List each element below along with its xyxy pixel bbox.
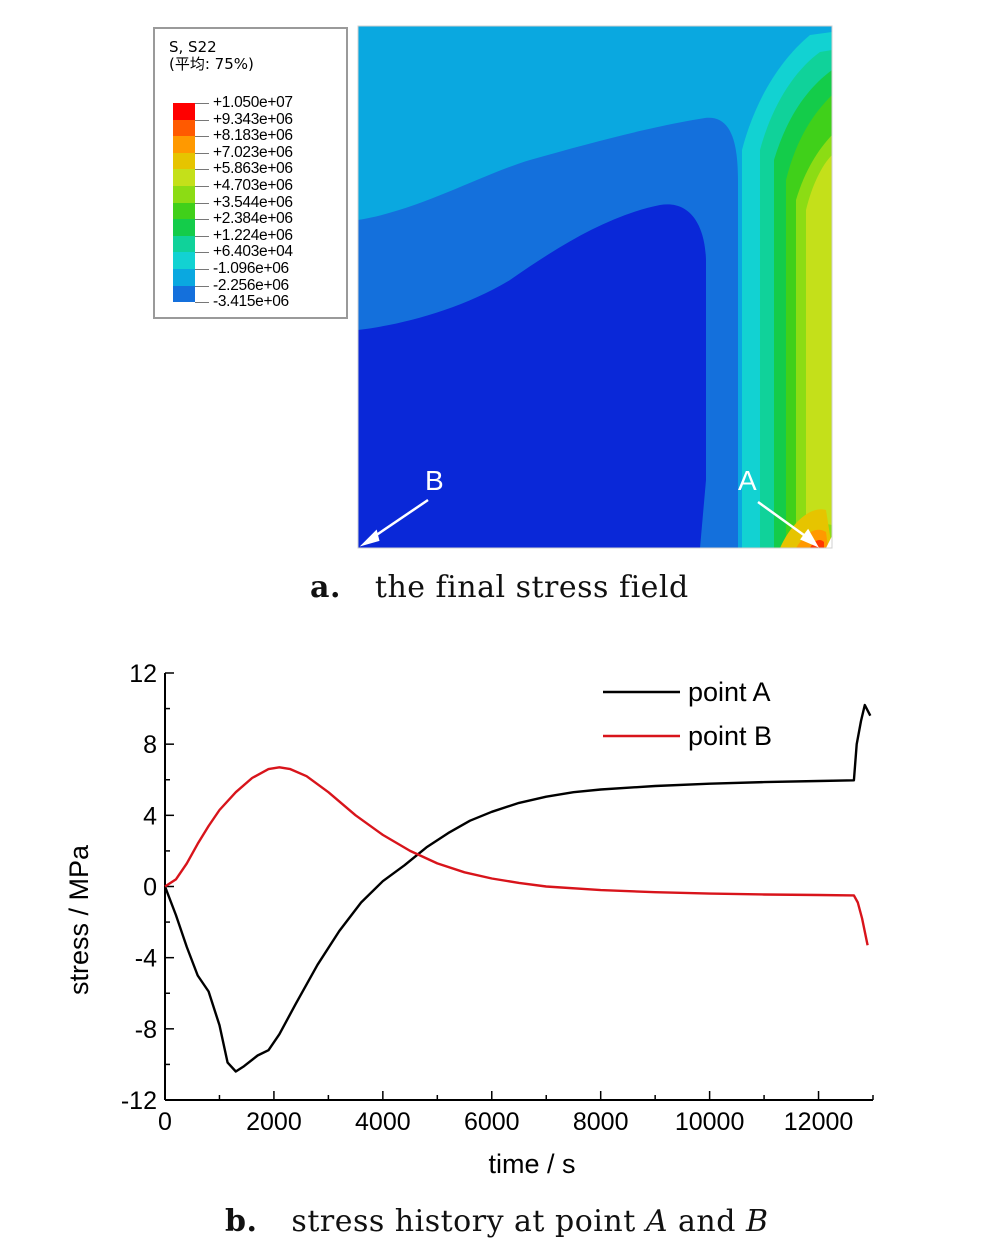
y-tick-label: 12 <box>129 660 157 688</box>
legend-label: +7.023e+06 <box>213 143 293 161</box>
legend-swatch <box>173 235 195 253</box>
chart-legend: point A point B <box>603 677 772 751</box>
chart-series <box>163 703 872 1073</box>
y-axis-label: stress / MPa <box>64 844 94 995</box>
stress-field-contour-plot: B A <box>357 25 836 549</box>
caption-a: a. the final stress field <box>310 570 689 605</box>
legend-tick <box>195 235 209 237</box>
caption-b-and: and <box>667 1204 746 1239</box>
legend-swatch <box>173 219 195 236</box>
caption-b-letter: b. <box>225 1204 258 1239</box>
legend-label: +9.343e+06 <box>213 110 293 128</box>
corner-notch <box>826 536 836 548</box>
point-a-arrow <box>757 500 819 548</box>
caption-b: b. stress history at point A and B <box>225 1204 769 1239</box>
legend-swatch <box>173 119 195 137</box>
stress-field-panel: B A S, S22 (平均: 75%) +1.050e+07 +9.343e+0… <box>0 0 992 620</box>
caption-a-letter: a. <box>310 570 341 605</box>
x-tick-label: 6000 <box>464 1108 520 1136</box>
contour-band-5.863e6 <box>806 155 832 525</box>
legend-tick <box>195 103 209 104</box>
y-tick-label: -4 <box>135 945 157 973</box>
stress-history-panel: 12 8 4 0 -4 -8 -12 0 2000 4000 6000 8000 10000 12000 … <box>0 630 992 1260</box>
y-tick-label: 8 <box>143 731 157 759</box>
model-outline <box>357 25 833 549</box>
legend-swatch <box>173 186 195 203</box>
legend-title: S, S22 <box>169 38 217 56</box>
point-b-arrow <box>359 498 429 547</box>
series-line-point-b <box>164 766 869 946</box>
legend-tick <box>195 136 209 138</box>
legend-swatch <box>173 202 195 220</box>
x-tick-label: 4000 <box>355 1108 411 1136</box>
legend-label: +2.384e+06 <box>213 210 293 228</box>
point-b-label: B <box>425 465 444 496</box>
x-axis-label: time / s <box>488 1149 575 1179</box>
caption-b-point-b: B <box>745 1204 769 1239</box>
legend-tick <box>195 219 209 221</box>
contour-legend: S, S22 (平均: 75%) +1.050e+07 +9.343e+06 +8.… <box>153 27 348 319</box>
x-tick-label: 2000 <box>246 1108 302 1136</box>
legend-tick <box>195 302 209 304</box>
legend-tick <box>195 152 209 154</box>
y-tick-label: 4 <box>143 802 157 830</box>
series-line-point-a <box>163 703 872 1073</box>
legend-label-point-b: point B <box>688 721 772 751</box>
stress-concentration-a-peak <box>810 540 824 548</box>
y-tick-label: -8 <box>135 1016 157 1044</box>
legend-label-point-a: point A <box>688 677 771 707</box>
legend-label: -2.256e+06 <box>213 276 289 294</box>
legend-label: +1.050e+07 <box>213 94 293 111</box>
x-tick-label: 12000 <box>784 1108 854 1136</box>
x-tick-label: 0 <box>158 1108 172 1136</box>
caption-b-text: stress history at point <box>291 1204 646 1239</box>
legend-tick <box>195 285 209 287</box>
point-a-label: A <box>738 465 757 496</box>
legend-tick <box>195 202 209 204</box>
y-tick-label: -12 <box>121 1087 157 1115</box>
y-tick-label: 0 <box>143 874 157 902</box>
caption-a-text: the final stress field <box>374 570 689 605</box>
legend-tick <box>195 169 209 171</box>
legend-label: +6.403e+04 <box>213 243 293 261</box>
x-tick-label: 10000 <box>675 1108 745 1136</box>
legend-label: -3.415e+06 <box>213 293 289 311</box>
legend-label: +5.863e+06 <box>213 160 293 178</box>
contour-band-minus-3.415e6 <box>358 204 706 548</box>
legend-swatch <box>173 269 195 286</box>
legend-swatch <box>173 103 195 120</box>
legend-swatch <box>173 152 195 170</box>
legend-tick <box>195 269 209 270</box>
legend-label: -1.096e+06 <box>213 260 289 277</box>
legend-label: +3.544e+06 <box>213 193 293 211</box>
legend-tick <box>195 252 209 254</box>
legend-swatch <box>173 285 195 303</box>
legend-tick <box>195 119 209 121</box>
x-tick-label: 8000 <box>573 1108 629 1136</box>
legend-swatch <box>173 169 195 186</box>
legend-swatch <box>173 252 195 269</box>
legend-swatch <box>173 136 195 153</box>
legend-subtitle: (平均: 75%) <box>169 55 254 73</box>
legend-label: +1.224e+06 <box>213 226 293 244</box>
legend-label: +4.703e+06 <box>213 177 293 194</box>
legend-tick <box>195 186 209 187</box>
legend-label: +8.183e+06 <box>213 127 293 145</box>
caption-b-point-a: A <box>645 1204 668 1239</box>
